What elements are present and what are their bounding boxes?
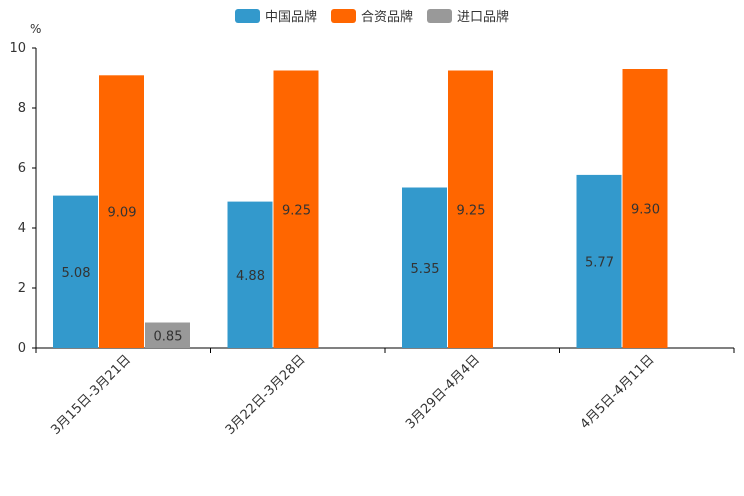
bar [273, 70, 319, 348]
x-tick-label: 3月22日-3月28日 [223, 352, 309, 438]
legend-item-imported[interactable]: 进口品牌 [427, 6, 509, 25]
bar [99, 75, 144, 349]
y-tick-label: 8 [18, 101, 26, 116]
x-tick-label: 3月15日-3月21日 [48, 352, 134, 438]
legend-swatch-china [234, 8, 260, 23]
legend-label-joint-venture: 合资品牌 [360, 10, 413, 25]
data-label: 0.85 [154, 329, 183, 344]
y-tick-label: 10 [9, 41, 26, 56]
data-label: 5.08 [62, 266, 91, 281]
x-tick-label: 3月29日-4月4日 [403, 352, 483, 432]
legend-label-imported: 进口品牌 [457, 10, 510, 25]
legend-item-joint-venture[interactable]: 合资品牌 [330, 6, 413, 25]
y-tick-label: 6 [18, 161, 26, 176]
legend: 中国品牌 合资品牌 进口品牌 [0, 6, 744, 25]
bar [448, 70, 493, 348]
legend-swatch-joint-venture [330, 8, 356, 23]
data-label: 9.25 [457, 203, 486, 218]
bar [53, 195, 98, 348]
bar [402, 187, 447, 348]
data-label: 5.35 [411, 262, 440, 277]
bar [145, 322, 190, 348]
bar [576, 174, 622, 348]
data-label: 9.25 [282, 203, 311, 218]
y-axis-unit: % [30, 22, 42, 36]
y-tick-label: 2 [18, 281, 26, 296]
data-label: 9.30 [631, 203, 660, 218]
legend-label-china: 中国品牌 [264, 10, 317, 25]
bar [227, 201, 273, 348]
y-tick-label: 0 [18, 341, 26, 356]
legend-swatch-imported [427, 8, 452, 23]
data-label: 4.88 [236, 269, 265, 284]
legend-item-china[interactable]: 中国品牌 [234, 6, 317, 25]
data-label: 5.77 [585, 255, 614, 270]
x-tick-label: 4月5日-4月11日 [578, 352, 658, 432]
y-tick-label: 4 [18, 221, 26, 236]
data-label: 9.09 [108, 206, 137, 221]
bar [622, 69, 668, 348]
